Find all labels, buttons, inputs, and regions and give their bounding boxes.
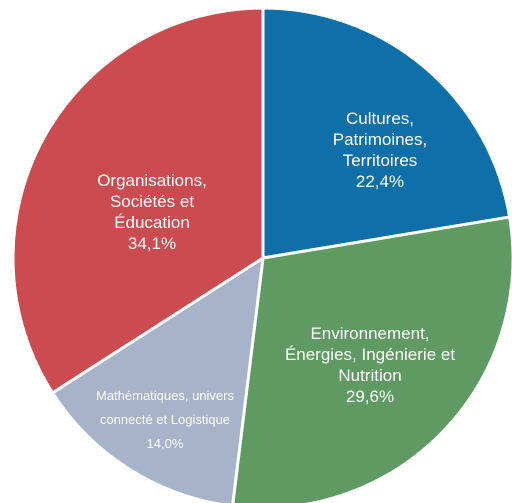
category-label: Organisations, Sociétés et Éducation — [97, 171, 207, 232]
value-label: 14,0% — [146, 436, 184, 451]
slice-label: Environnement, Énergies, Ingénierie et N… — [280, 323, 460, 407]
category-label: Environnement, Énergies, Ingénierie et N… — [284, 324, 456, 385]
value-label: 22,4% — [355, 172, 405, 191]
pie-slice — [231, 215, 512, 503]
pie-slice — [11, 6, 265, 395]
slice-label: Cultures, Patrimoines, Territoires 22,4% — [305, 108, 455, 192]
pie-slice — [261, 6, 512, 260]
value-label: 34,1% — [127, 234, 177, 253]
value-label: 29,6% — [345, 387, 395, 406]
category-label: Cultures, Patrimoines, Territoires — [332, 109, 428, 170]
slice-label: Mathématiques, univers connecté et Logis… — [90, 384, 240, 456]
category-label: Mathématiques, univers connecté et Logis… — [95, 388, 234, 427]
slice-label: Organisations, Sociétés et Éducation 34,1… — [72, 170, 232, 254]
